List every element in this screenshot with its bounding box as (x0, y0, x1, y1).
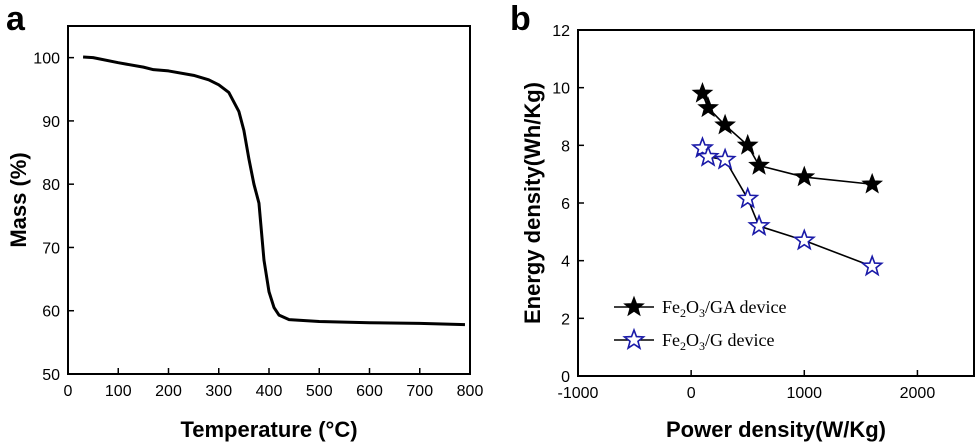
x-tick-label: 400 (256, 383, 283, 400)
panel-a-series (82, 55, 466, 327)
data-point-b-0 (714, 113, 736, 135)
legend-item-fe2o3-g: Fe2O3/G device (614, 327, 774, 353)
panel-a-ticks: 0 100 200 300 400 500 600 700 800 50 60 70 80 90 100 (33, 51, 483, 400)
panel-a-ylabel: Mass (%) (6, 152, 31, 247)
legend-star-open-icon (622, 327, 646, 350)
x-tick-label: 0 (687, 385, 696, 402)
legend-marker-fe2o3-ga (623, 295, 645, 317)
data-point-b-0 (861, 172, 884, 194)
x-tick-label: 1000 (786, 385, 822, 402)
panel-a-label: a (6, 0, 26, 38)
panel-a: a 0 100 200 300 400 500 600 700 800 50 60 70 80 90 100… (6, 0, 483, 442)
x-tick-label: 100 (105, 383, 132, 400)
y-tick-label: 8 (561, 138, 570, 155)
x-tick-label: 0 (64, 383, 73, 400)
y-tick-label: 0 (561, 369, 570, 386)
data-point-b-0 (793, 165, 816, 187)
y-tick-label: 50 (42, 367, 60, 384)
legend-label-fe2o3-ga: Fe2O3/GA device (662, 297, 786, 320)
data-point-b-0 (748, 154, 770, 175)
legend-label-fe2o3-g: Fe2O3/G device (662, 330, 774, 353)
panel-b-label: b (510, 0, 531, 38)
y-tick-label: 2 (561, 311, 570, 328)
y-tick-label: 4 (561, 254, 570, 271)
y-tick-label: 6 (561, 196, 570, 213)
data-point-b-0 (736, 133, 759, 155)
y-tick-label: 80 (42, 177, 60, 194)
y-tick-label: 70 (42, 240, 60, 257)
data-point-b-1 (696, 144, 720, 167)
series-a-0-line (82, 55, 466, 327)
x-tick-label: 300 (205, 383, 232, 400)
legend-star-filled-icon (623, 295, 645, 317)
data-point-b-1 (747, 213, 771, 237)
x-tick-label: 600 (356, 383, 383, 400)
y-tick-label: 60 (42, 304, 60, 321)
x-tick-label: 200 (155, 383, 182, 400)
data-point-b-1 (860, 254, 884, 277)
data-point-b-1 (792, 228, 816, 251)
y-tick-label: 100 (33, 51, 60, 68)
x-tick-label: 800 (457, 383, 484, 400)
x-tick-label: 2000 (900, 385, 936, 402)
legend-item-fe2o3-ga: Fe2O3/GA device (614, 295, 786, 320)
data-point-b-1 (713, 147, 737, 170)
data-point-b-0 (697, 96, 719, 118)
panel-b-ylabel: Energy density(Wh/Kg) (520, 82, 545, 324)
panel-b-plot-frame (577, 29, 975, 377)
panel-b-series (690, 82, 884, 277)
x-tick-label: -1000 (558, 385, 599, 402)
x-tick-label: 700 (406, 383, 433, 400)
data-point-b-0 (691, 82, 714, 103)
panel-a-xlabel: Temperature (°C) (180, 417, 357, 442)
panel-a-plot-frame (67, 25, 471, 375)
data-point-b-1 (736, 186, 760, 209)
y-tick-label: 90 (42, 114, 60, 131)
panel-b-xlabel: Power density(W/Kg) (666, 417, 886, 442)
data-point-b-1 (690, 135, 715, 159)
y-tick-label: 12 (552, 23, 570, 40)
legend-marker-fe2o3-g (622, 327, 646, 350)
y-tick-label: 10 (552, 81, 570, 98)
x-tick-label: 500 (306, 383, 333, 400)
series-b-0-line (701, 93, 873, 186)
panel-b-legend: Fe2O3/GA device Fe2O3/G device (614, 295, 786, 353)
